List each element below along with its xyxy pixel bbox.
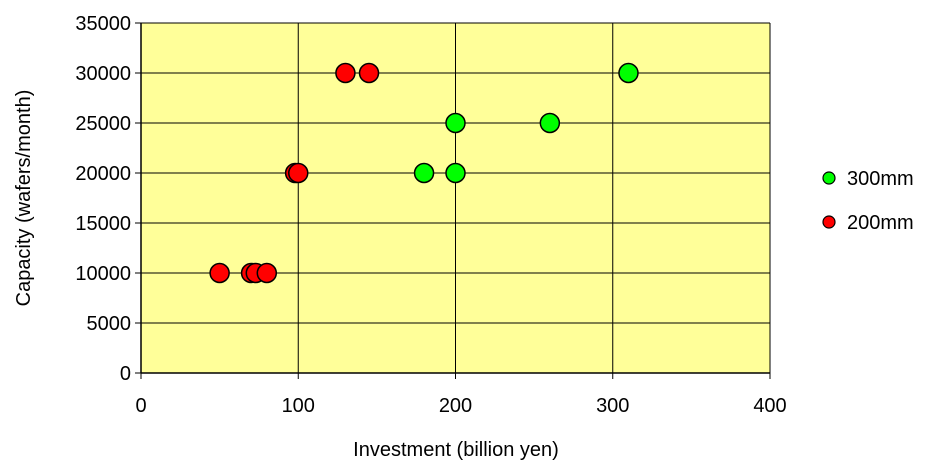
y-tick-label: 5000 — [87, 313, 132, 335]
legend-marker-200mm — [822, 215, 836, 229]
data-point-200mm — [256, 262, 278, 284]
y-tick-label: 30000 — [75, 63, 131, 85]
y-tick-label: 25000 — [75, 113, 131, 135]
data-points — [209, 62, 639, 284]
x-tick-label: 300 — [596, 395, 629, 417]
data-point-300mm — [413, 162, 435, 184]
y-tick-label: 35000 — [75, 13, 131, 35]
axes — [135, 22, 771, 379]
legend-label-200mm: 200mm — [847, 212, 914, 234]
data-point-300mm — [618, 62, 639, 84]
data-point-200mm — [288, 162, 309, 184]
legend-label-300mm: 300mm — [847, 168, 914, 190]
legend-marker-300mm — [822, 171, 836, 185]
data-point-300mm — [539, 112, 561, 134]
y-tick-label: 15000 — [75, 213, 131, 235]
gridlines — [141, 22, 771, 373]
data-point-300mm — [445, 112, 466, 134]
x-axis-title: Investment (billion yen) — [353, 439, 559, 461]
y-axis-title: Capacity (wafers/month) — [13, 90, 35, 307]
x-tick-label: 0 — [135, 395, 146, 417]
x-tick-label: 400 — [753, 395, 786, 417]
tick-labels: 0 5000 10000 15000 20000 25000 30000 35000 0 100 2… — [75, 13, 786, 417]
x-tick-label: 200 — [439, 395, 472, 417]
data-point-300mm — [445, 162, 466, 184]
data-point-200mm — [209, 262, 230, 284]
data-point-200mm — [358, 62, 380, 84]
x-tick-label: 100 — [282, 395, 315, 417]
y-tick-label: 0 — [120, 363, 131, 385]
legend: 300mm 200mm — [822, 168, 914, 234]
data-point-200mm — [335, 62, 356, 84]
y-tick-label: 20000 — [75, 163, 131, 185]
y-tick-label: 10000 — [75, 263, 131, 285]
